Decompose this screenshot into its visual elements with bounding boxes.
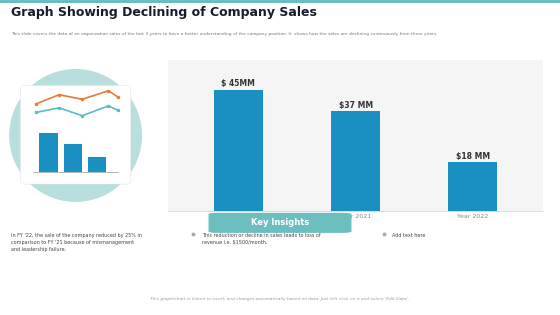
Bar	[448, 163, 497, 211]
Bar	[331, 111, 380, 211]
Bar	[39, 134, 58, 172]
Text: In FY '22, the sale of the company reduced by 25% in
comparison to FY '21 becaus: In FY '22, the sale of the company reduc…	[11, 233, 142, 252]
Text: This graph/chart is linked to excel, and changes automatically based on data. Ju: This graph/chart is linked to excel, and…	[151, 297, 409, 301]
Text: This slide covers the data of an organization sales of the last 3 years to have : This slide covers the data of an organiz…	[11, 32, 437, 36]
FancyBboxPatch shape	[208, 213, 352, 233]
Bar	[88, 157, 106, 172]
Text: Add text here: Add text here	[392, 233, 426, 238]
FancyBboxPatch shape	[20, 85, 131, 184]
Text: $37 MM: $37 MM	[339, 101, 372, 110]
Text: This reduction or decline in sales leads to loss of
revenue i.e. $1500/month.: This reduction or decline in sales leads…	[202, 233, 320, 245]
Polygon shape	[10, 70, 141, 201]
Bar	[64, 144, 82, 172]
Text: Graph Showing Declining of Company Sales: Graph Showing Declining of Company Sales	[11, 5, 317, 19]
Text: $ 45MM: $ 45MM	[221, 79, 255, 88]
Bar	[214, 89, 263, 211]
Text: Key Insights: Key Insights	[251, 218, 309, 227]
Text: $18 MM: $18 MM	[456, 152, 490, 161]
